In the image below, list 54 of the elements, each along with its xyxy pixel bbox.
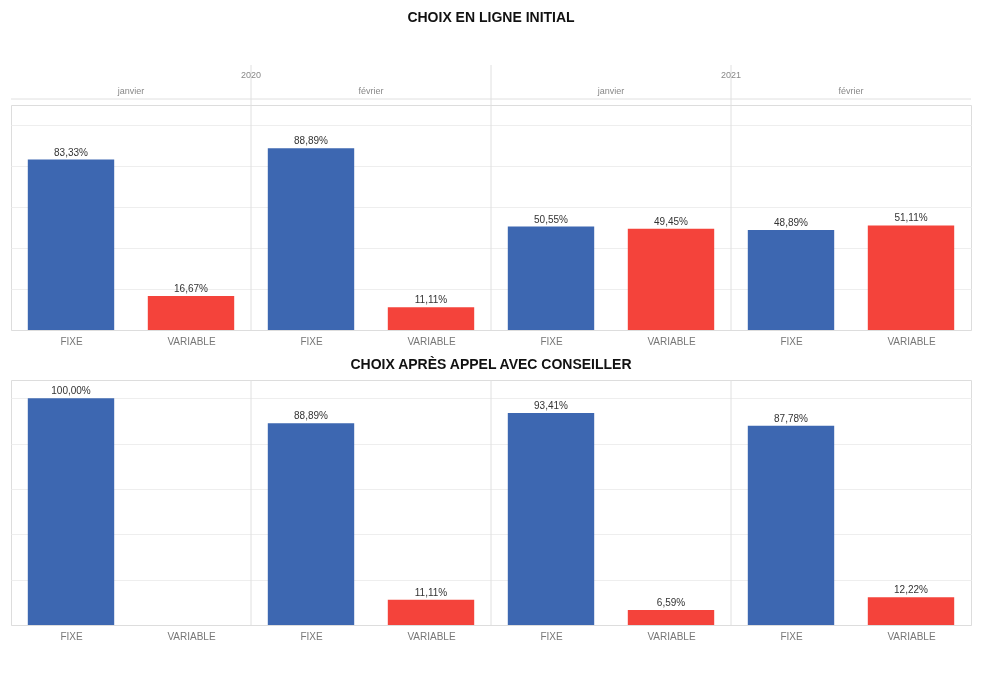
text: 2021	[720, 70, 742, 80]
x-tick-label: VARIABLE	[647, 630, 696, 642]
data-label: 12,22%	[894, 584, 929, 596]
x-tick-label: FIXE	[780, 335, 803, 347]
bar	[387, 599, 475, 625]
x-tick-label: VARIABLE	[647, 335, 696, 347]
bar	[867, 597, 955, 625]
bar	[267, 148, 355, 330]
x-tick-label: FIXE	[300, 630, 323, 642]
x-tick-label: FIXE	[60, 630, 83, 642]
data-label: 83,33%	[54, 146, 89, 158]
data-label: 87,78%	[774, 412, 809, 424]
data-label: 88,89%	[294, 410, 329, 422]
data-label: 50,55%	[534, 213, 569, 225]
x-tick-label: FIXE	[780, 630, 803, 642]
text: février	[838, 86, 864, 96]
x-tick-label: VARIABLE	[407, 335, 456, 347]
data-label: 93,41%	[534, 400, 569, 412]
x-tick-label: VARIABLE	[167, 630, 216, 642]
data-label: 88,89%	[294, 135, 329, 147]
x-tick-label: FIXE	[540, 630, 563, 642]
bar	[867, 225, 955, 330]
data-label: 11,11%	[414, 586, 448, 598]
bar	[387, 307, 475, 330]
x-tick-label: VARIABLE	[887, 630, 936, 642]
text: janvier	[596, 86, 625, 96]
text: 2020	[240, 70, 262, 80]
data-label: 100,00%	[51, 385, 91, 397]
x-tick-label: VARIABLE	[407, 630, 456, 642]
bar	[627, 228, 715, 330]
data-label: 48,89%	[774, 217, 809, 228]
chart-title: CHOIX EN LIGNE INITIAL	[407, 8, 576, 25]
bar	[747, 425, 835, 625]
chart-title: CHOIX APRÈS APPEL AVEC CONSEILLER	[350, 355, 632, 372]
bar	[507, 226, 595, 330]
bar	[627, 610, 715, 625]
x-tick-label: FIXE	[60, 335, 83, 347]
bar	[747, 230, 835, 330]
data-label: 51,11%	[894, 212, 928, 224]
bar	[507, 413, 595, 625]
text: février	[358, 86, 384, 96]
data-label: 6,59%	[656, 597, 686, 609]
bar	[27, 398, 115, 625]
x-tick-label: VARIABLE	[167, 335, 216, 347]
data-label: 11,11%	[414, 294, 448, 306]
x-tick-label: FIXE	[300, 335, 323, 347]
bar	[147, 295, 235, 330]
x-tick-label: VARIABLE	[887, 335, 936, 347]
data-label: 49,45%	[654, 215, 689, 227]
bar	[27, 159, 115, 330]
bar	[267, 423, 355, 625]
text: janvier	[116, 86, 145, 96]
data-label: 16,67%	[174, 282, 209, 294]
x-tick-label: FIXE	[540, 335, 563, 347]
